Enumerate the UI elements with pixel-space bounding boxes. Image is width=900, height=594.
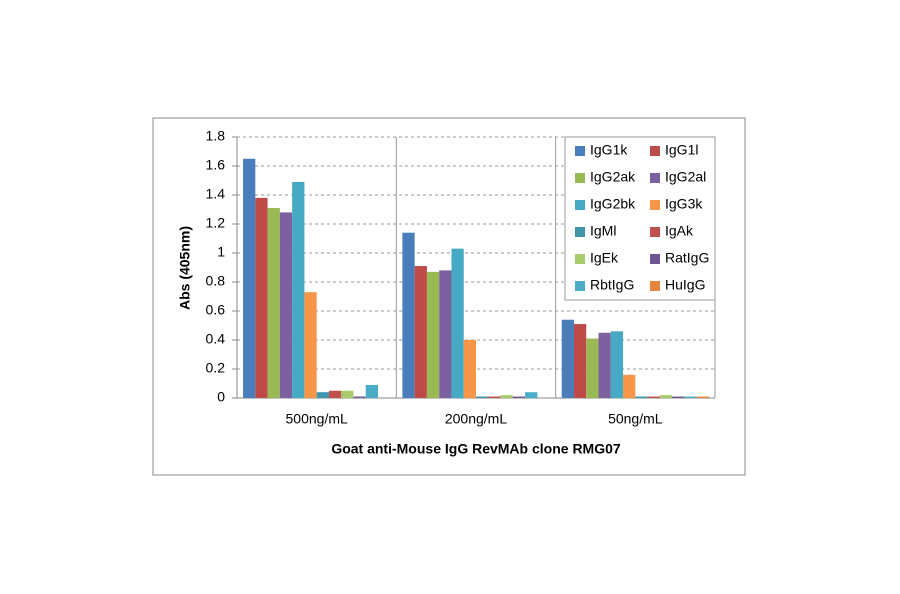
legend-label: IgG1l	[665, 142, 698, 158]
bar	[328, 390, 342, 398]
legend-swatch	[575, 173, 585, 183]
legend-swatch	[650, 173, 660, 183]
bar	[610, 331, 624, 398]
bar	[463, 340, 476, 398]
bar	[267, 208, 280, 398]
bar	[316, 392, 329, 398]
legend-label: HuIgG	[665, 277, 705, 293]
legend-swatch	[650, 146, 660, 156]
bar	[561, 319, 574, 398]
bar	[255, 197, 268, 398]
y-tick-label: 1.4	[206, 186, 226, 202]
bar	[635, 396, 648, 398]
legend-swatch	[650, 281, 660, 291]
y-tick-label: 0	[217, 389, 225, 405]
bar	[476, 396, 489, 398]
bar	[243, 158, 256, 398]
legend-label: IgG3k	[665, 196, 703, 212]
x-tick-label: 200ng/mL	[445, 411, 507, 427]
legend-label: IgG2al	[665, 169, 706, 185]
bar	[659, 395, 673, 398]
legend-label: RbtIgG	[590, 277, 634, 293]
y-axis-title: Abs (405nm)	[177, 226, 193, 310]
bar	[696, 396, 709, 398]
bar	[647, 396, 660, 398]
bar	[512, 396, 526, 398]
legend-swatch	[650, 254, 660, 264]
bar	[426, 271, 440, 398]
bar	[439, 270, 452, 398]
legend-swatch	[650, 200, 660, 210]
bar	[623, 374, 636, 398]
bar	[304, 292, 317, 398]
legend-swatch	[575, 200, 585, 210]
y-tick-label: 0.8	[206, 273, 226, 289]
legend-label: IgG2bk	[590, 196, 636, 212]
x-tick-label: 50ng/mL	[608, 411, 663, 427]
bar	[598, 332, 611, 398]
bar	[414, 266, 427, 398]
y-tick-label: 0.2	[206, 360, 226, 376]
legend-label: IgAk	[665, 223, 694, 239]
y-tick-label: 1.6	[206, 157, 226, 173]
bar	[353, 396, 366, 398]
x-tick-label: 500ng/mL	[286, 411, 348, 427]
legend-label: IgG2ak	[590, 169, 636, 185]
legend-label: IgEk	[590, 250, 619, 266]
x-axis-title: Goat anti-Mouse IgG RevMAb clone RMG07	[331, 441, 621, 457]
bar	[451, 248, 464, 398]
bar	[525, 392, 538, 398]
bar	[402, 232, 415, 398]
bar	[500, 395, 513, 398]
legend-label: RatIgG	[665, 250, 709, 266]
bar	[672, 396, 685, 398]
bar	[684, 396, 697, 398]
bar	[488, 396, 501, 398]
y-tick-label: 0.4	[206, 331, 226, 347]
bar	[365, 384, 379, 398]
y-tick-label: 1.8	[206, 128, 226, 144]
bar	[279, 212, 293, 398]
bar	[586, 338, 599, 398]
legend-label: IgMl	[590, 223, 616, 239]
bar	[292, 181, 305, 398]
legend-label: IgG1k	[590, 142, 628, 158]
legend-swatch	[650, 227, 660, 237]
y-tick-label: 1.2	[206, 215, 226, 231]
legend-swatch	[575, 146, 585, 156]
legend-swatch	[575, 281, 585, 291]
y-tick-label: 0.6	[206, 302, 226, 318]
legend-swatch	[575, 254, 585, 264]
bar	[573, 324, 587, 398]
legend-swatch	[575, 227, 585, 237]
bar	[341, 390, 354, 398]
y-tick-label: 1	[217, 244, 225, 260]
legend-box	[564, 136, 716, 301]
